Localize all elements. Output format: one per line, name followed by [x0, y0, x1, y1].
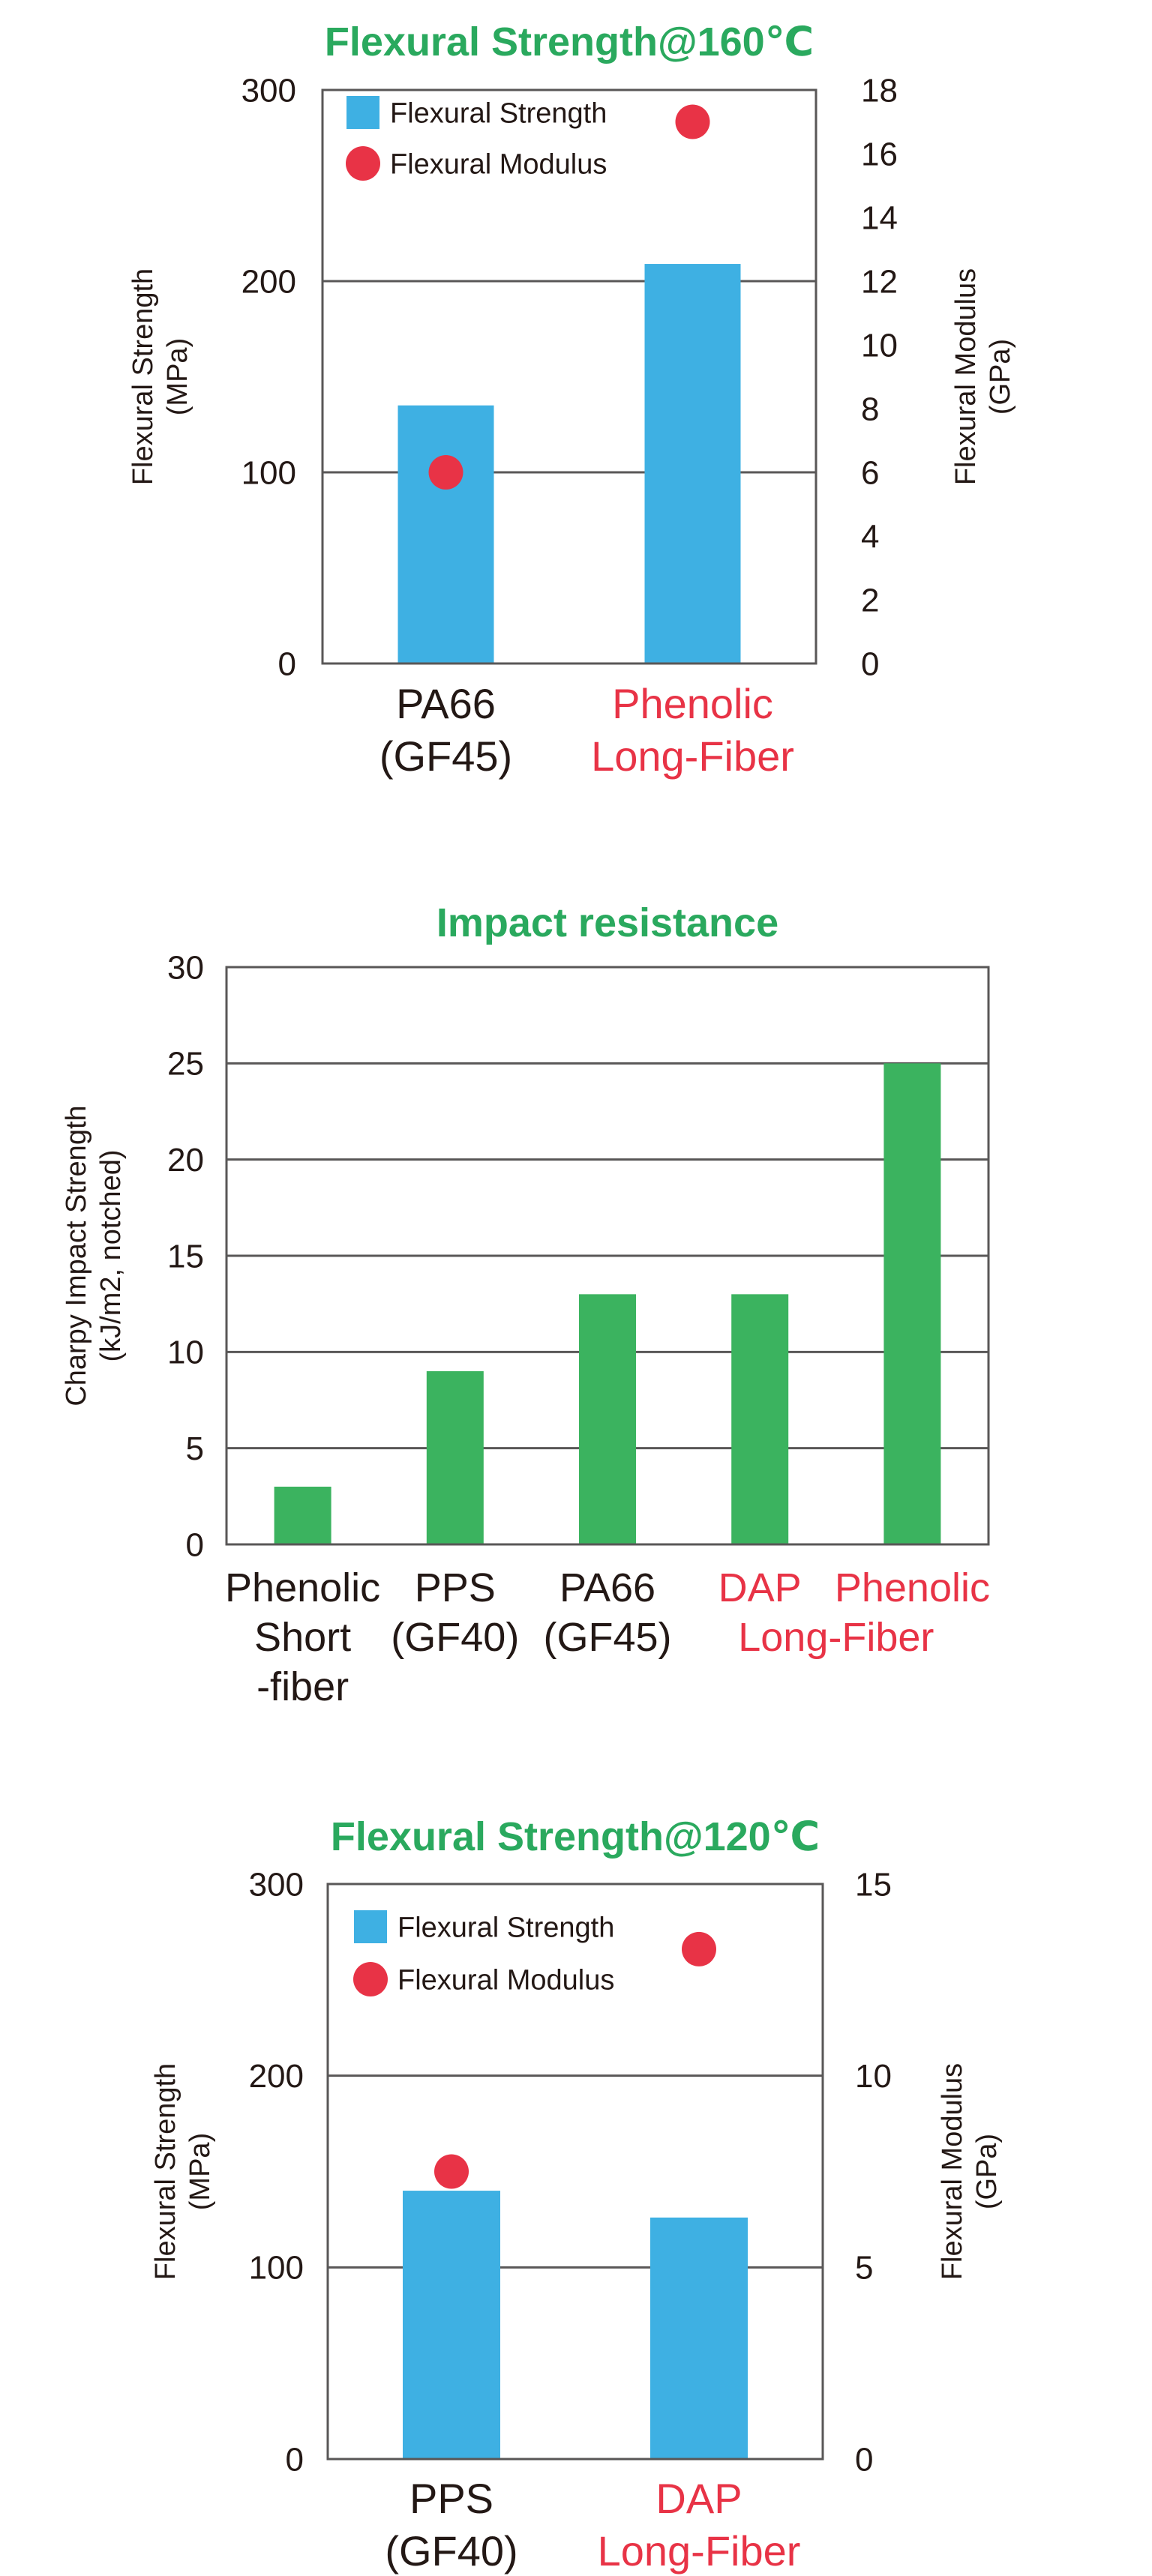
- y-tick-label: 100: [249, 2250, 304, 2287]
- y-tick-label: 5: [186, 1430, 204, 1467]
- chart-title: Flexural Strength@120℃: [331, 1814, 820, 1859]
- category-label: (GF45): [380, 732, 512, 780]
- category-label: Phenolic: [225, 1565, 380, 1610]
- y2-axis-label-line: (GPa): [985, 339, 1016, 415]
- y-tick-label: 10: [167, 1334, 204, 1371]
- y-tick-label: 20: [167, 1142, 204, 1179]
- category-label: PPS: [410, 2475, 494, 2522]
- plot-frame: [321, 88, 818, 665]
- bar-2: [426, 1371, 484, 1544]
- y-tick-label: 300: [249, 1866, 304, 1903]
- y-tick-label: 200: [249, 2058, 304, 2095]
- bar-4: [731, 1294, 789, 1544]
- legend-label: Flexural Modulus: [398, 1964, 614, 1996]
- category-label: PA66: [560, 1565, 656, 1610]
- chart-title: Flexural Strength@160℃: [325, 19, 814, 64]
- point-2: [682, 1931, 716, 1966]
- bar-1: [274, 1487, 332, 1544]
- y2-tick-label: 15: [855, 1866, 892, 1903]
- y2-tick-label: 5: [855, 2250, 873, 2287]
- category-label: (GF45): [543, 1615, 671, 1660]
- y2-tick-label: 16: [861, 136, 898, 172]
- y-tick-label: 0: [278, 645, 296, 682]
- y-tick-label: 30: [167, 949, 204, 986]
- category-label: Long-Fiber: [591, 732, 794, 780]
- legend-label: Flexural Strength: [398, 1912, 614, 1943]
- y2-tick-label: 4: [861, 518, 879, 555]
- y2-axis-label-line: Flexural Modulus: [937, 2063, 968, 2280]
- y-axis-label-line: (kJ/m2, notched): [95, 1150, 127, 1362]
- bar-2: [644, 264, 741, 663]
- plot-frame: [225, 966, 990, 1546]
- y2-axis-label: Flexural Modulus (GPa): [950, 268, 1016, 485]
- y-tick-label: 25: [167, 1046, 204, 1083]
- category-label: Phenolic: [835, 1565, 990, 1610]
- point-1: [434, 2154, 469, 2189]
- legend-swatch-bar: [346, 96, 380, 129]
- y2-tick-label: 10: [861, 327, 898, 364]
- bar-1: [398, 405, 494, 663]
- y-tick-label: 200: [242, 263, 296, 300]
- y2-axis-label-line: Flexural Modulus: [950, 268, 982, 485]
- category-label: DAP: [718, 1565, 802, 1610]
- chart-3: Flexural Strength@120℃ 0 100 200 300 0 5 10 15 Fl…: [150, 1814, 1003, 2575]
- legend-label: Flexural Modulus: [390, 148, 607, 180]
- y2-tick-label: 14: [861, 199, 898, 236]
- y2-tick-label: 10: [855, 2058, 892, 2095]
- y-tick-label: 0: [186, 1526, 204, 1563]
- legend-swatch-dot: [353, 1962, 388, 1996]
- category-group-label: Long-Fiber: [738, 1615, 934, 1660]
- y-axis-label: Charpy Impact Strength (kJ/m2, notched): [61, 1105, 127, 1406]
- bar-1: [403, 2191, 500, 2459]
- category-label: Phenolic: [612, 680, 773, 727]
- y-tick-label: 100: [242, 454, 296, 491]
- y-tick-label: 300: [242, 72, 296, 109]
- plot-frame: [326, 1883, 824, 2461]
- legend-swatch-dot: [346, 146, 380, 181]
- category-label: PA66: [396, 680, 496, 727]
- category-label: PPS: [415, 1565, 496, 1610]
- chart-2: Impact resistance 0 5 10 15 20 25 30 Charpy Impa…: [61, 900, 990, 1709]
- y2-tick-label: 8: [861, 391, 879, 427]
- y2-axis-label: Flexural Modulus (GPa): [937, 2063, 1003, 2280]
- category-label: DAP: [656, 2475, 742, 2522]
- y-axis-label-line: Charpy Impact Strength: [61, 1105, 92, 1406]
- y2-tick-label: 0: [861, 645, 879, 682]
- bar-3: [579, 1294, 636, 1544]
- y2-axis-label-line: (GPa): [971, 2134, 1003, 2209]
- y-axis-label: Flexural Strength (MPa): [150, 2063, 216, 2280]
- y2-tick-label: 2: [861, 582, 879, 619]
- point-2: [675, 104, 710, 139]
- y-axis-label-line: Flexural Strength: [150, 2063, 182, 2280]
- chart-title: Impact resistance: [436, 900, 778, 945]
- bar-2: [650, 2217, 748, 2459]
- category-label: Short: [254, 1615, 351, 1660]
- category-label: (GF40): [385, 2527, 518, 2575]
- legend-label: Flexural Strength: [390, 97, 607, 129]
- point-1: [428, 455, 464, 490]
- y-axis-label: Flexural Strength (MPa): [128, 268, 194, 485]
- y-axis-label-line: Flexural Strength: [128, 268, 159, 485]
- y-tick-label: 15: [167, 1238, 204, 1275]
- chart-1: Flexural Strength@160℃ 0 100 200 300 0 2 4 6 8 10 1…: [128, 19, 1016, 780]
- category-label: Long-Fiber: [598, 2527, 801, 2575]
- y2-tick-label: 0: [855, 2441, 873, 2478]
- legend-swatch-bar: [354, 1910, 387, 1943]
- y2-tick-label: 12: [861, 263, 898, 300]
- y2-tick-label: 6: [861, 454, 879, 491]
- y-axis-label-line: (MPa): [184, 2133, 216, 2210]
- bar-5: [884, 1063, 941, 1544]
- y-axis-label-line: (MPa): [162, 338, 194, 415]
- category-label: (GF40): [391, 1615, 519, 1660]
- category-label: -fiber: [256, 1664, 349, 1709]
- y-tick-label: 0: [286, 2441, 304, 2478]
- y2-tick-label: 18: [861, 72, 898, 109]
